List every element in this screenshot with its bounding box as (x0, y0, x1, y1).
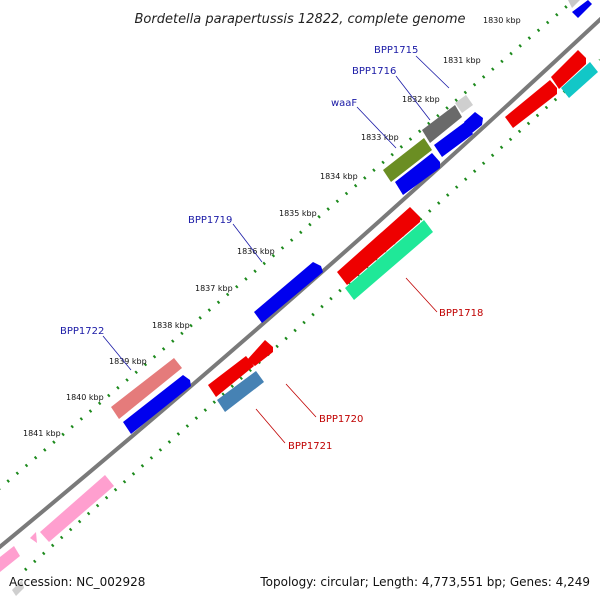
gene-label-waaF[interactable]: waaF (331, 98, 357, 109)
gene-arrow-red[interactable] (247, 340, 273, 366)
leader-BPP1722 (102, 335, 132, 371)
gene-arrow-cyan[interactable] (561, 62, 598, 98)
scale-label: 1836 kbp (237, 247, 275, 256)
gene-arrow-blue[interactable] (572, 0, 592, 18)
gene-BPP1715[interactable] (455, 95, 473, 113)
scale-label: 1841 kbp (23, 429, 61, 438)
gene-arrow-blue[interactable] (395, 153, 440, 195)
outer-ruler-dots (0, 0, 577, 490)
outer-ruler (0, 0, 577, 490)
scale-label: 1834 kbp (320, 172, 358, 181)
leader-BPP1721 (255, 408, 286, 444)
scale-label: 1832 kbp (402, 95, 440, 104)
gene-label-BPP1720[interactable]: BPP1720 (319, 414, 363, 425)
gene-label-BPP1722[interactable]: BPP1722 (60, 326, 104, 337)
inner-strand-genes (0, 50, 598, 596)
inner-ruler-dots (24, 58, 600, 572)
leader-waaF (356, 106, 397, 149)
gene-BPP1722[interactable] (111, 358, 182, 419)
gene-label-BPP1719[interactable]: BPP1719 (188, 215, 232, 226)
accession-text: Accession: NC_002928 (9, 575, 145, 589)
scale-label: 1837 kbp (195, 284, 233, 293)
scale-label: 1838 kbp (152, 321, 190, 330)
gene-arrow-grey[interactable] (568, 0, 580, 8)
gene-arrow-grey[interactable] (12, 580, 24, 596)
map-title: Bordetella parapertussis 12822, complete… (135, 12, 466, 27)
scale-label: 1830 kbp (483, 16, 521, 25)
gene-arrow-red[interactable] (551, 50, 586, 89)
gene-label-BPP1721[interactable]: BPP1721 (288, 441, 332, 452)
gene-arrow-pink[interactable] (40, 475, 114, 542)
scale-label: 1831 kbp (443, 56, 481, 65)
scale-label: 1835 kbp (279, 209, 317, 218)
gene-arrow-blue[interactable] (123, 375, 191, 434)
gene-BPP1719[interactable] (254, 262, 323, 323)
genome-backbone (0, 16, 600, 550)
scale-labels: 1830 kbp 1831 kbp 1832 kbp 1833 kbp 1834… (23, 16, 521, 438)
outer-strand-genes (111, 0, 592, 434)
gene-BPP1720[interactable] (208, 356, 254, 397)
gene-BPP1718[interactable] (345, 220, 433, 300)
scale-label: 1840 kbp (66, 393, 104, 402)
gene-BPP1716[interactable] (422, 105, 462, 143)
gene-labels: BPP1715 BPP1716 waaF BPP1719 BPP1722 BPP… (60, 45, 483, 452)
gene-waaF[interactable] (383, 138, 432, 182)
gene-label-BPP1715[interactable]: BPP1715 (374, 45, 418, 56)
leader-BPP1720 (285, 383, 317, 418)
leader-BPP1718 (405, 277, 438, 313)
gene-arrow-blue[interactable] (434, 122, 473, 157)
gene-arrow-red[interactable] (337, 207, 420, 285)
inner-ruler (24, 58, 600, 572)
gene-BPP1721[interactable] (217, 371, 264, 412)
leader-BPP1719 (232, 223, 263, 263)
gene-arrow-pink[interactable] (30, 532, 37, 543)
scale-label: 1833 kbp (361, 133, 399, 142)
gene-arrow-pink[interactable] (0, 546, 20, 572)
red-leaders (255, 277, 438, 444)
gene-label-BPP1716[interactable]: BPP1716 (352, 66, 396, 77)
gene-label-BPP1718[interactable]: BPP1718 (439, 308, 483, 319)
blue-leaders (102, 55, 450, 371)
topology-text: Topology: circular; Length: 4,773,551 bp… (259, 575, 590, 589)
leader-BPP1715 (415, 55, 450, 89)
gene-arrow-red[interactable] (505, 80, 557, 128)
scale-label: 1839 kbp (109, 357, 147, 366)
leader-BPP1716 (395, 75, 431, 121)
